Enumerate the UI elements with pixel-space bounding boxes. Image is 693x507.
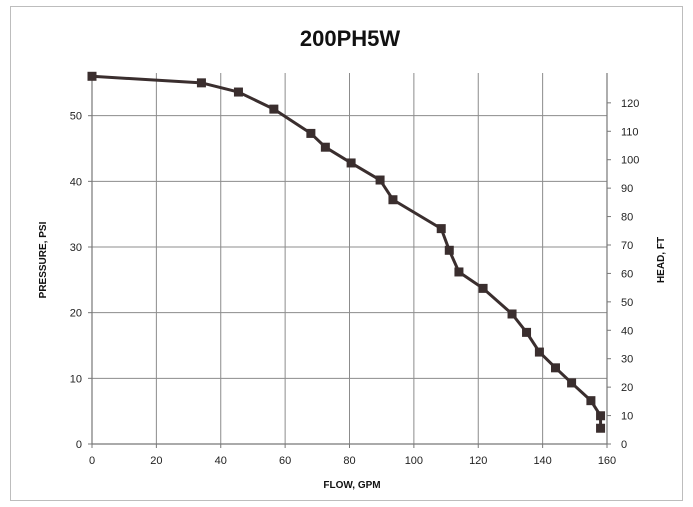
data-point <box>87 71 97 81</box>
data-point <box>586 396 596 406</box>
y2-tick-label: 10 <box>621 411 633 423</box>
y2-tick-label: 0 <box>621 439 627 451</box>
y-axis-label: PRESSURE, PSI <box>38 221 49 298</box>
y2-axis-label: HEAD, FT <box>656 237 667 283</box>
x-tick-label: 140 <box>533 455 551 467</box>
y2-tick-label: 70 <box>621 240 633 252</box>
y-tick-labels: 0 10 20 30 40 50 <box>70 111 82 451</box>
x-tick-labels: 0 20 40 60 80 100 120 140 160 <box>89 455 616 467</box>
y2-tick-label: 80 <box>621 212 633 224</box>
data-point <box>444 245 454 255</box>
y-tick-label: 30 <box>70 242 82 254</box>
data-point <box>478 283 488 293</box>
data-point <box>320 142 330 152</box>
data-point <box>269 104 279 114</box>
y2-tick-label: 100 <box>621 155 639 167</box>
y-tick-label: 40 <box>70 176 82 188</box>
data-point <box>388 195 398 205</box>
x-axis-label: FLOW, GPM <box>323 480 380 491</box>
y2-tick-label: 50 <box>621 297 633 309</box>
data-point <box>346 158 356 168</box>
series-pump-curve <box>87 71 606 433</box>
y-tick-label: 50 <box>70 111 82 123</box>
x-tick-label: 40 <box>215 455 227 467</box>
y2-tick-label: 20 <box>621 382 633 394</box>
data-point <box>522 327 532 337</box>
data-point <box>507 309 517 319</box>
data-point <box>596 423 606 433</box>
data-point <box>567 378 577 388</box>
x-tick-label: 20 <box>150 455 162 467</box>
y-tick-label: 20 <box>70 308 82 320</box>
data-point <box>596 411 606 421</box>
data-point <box>196 78 206 88</box>
x-tick-label: 100 <box>405 455 423 467</box>
y2-tick-label: 40 <box>621 325 633 337</box>
y2-tick-label: 60 <box>621 268 633 280</box>
data-point <box>454 267 464 277</box>
data-point <box>551 363 560 373</box>
y2-tick-label: 110 <box>621 126 639 138</box>
y2-tick-label: 30 <box>621 354 633 366</box>
y-tick-label: 0 <box>76 439 82 451</box>
x-tick-label: 60 <box>279 455 291 467</box>
y2-tick-labels: 0 10 20 30 40 50 60 70 80 90 100 110 120 <box>621 98 639 451</box>
data-point <box>233 87 243 97</box>
chart-frame <box>10 6 683 501</box>
x-tick-label: 120 <box>469 455 487 467</box>
data-point <box>375 175 385 185</box>
y2-tick-label: 120 <box>621 98 639 110</box>
x-tick-label: 0 <box>89 455 95 467</box>
y-tick-label: 10 <box>70 373 82 385</box>
series-line <box>91 74 603 429</box>
axes <box>88 73 611 448</box>
chart-title: 200PH5W <box>300 26 401 51</box>
y2-tick-label: 90 <box>621 183 633 195</box>
data-point <box>534 347 544 357</box>
grid-lines <box>92 73 607 444</box>
x-tick-label: 80 <box>343 455 355 467</box>
x-tick-label: 160 <box>598 455 616 467</box>
data-point <box>306 128 316 138</box>
data-point <box>436 224 446 234</box>
